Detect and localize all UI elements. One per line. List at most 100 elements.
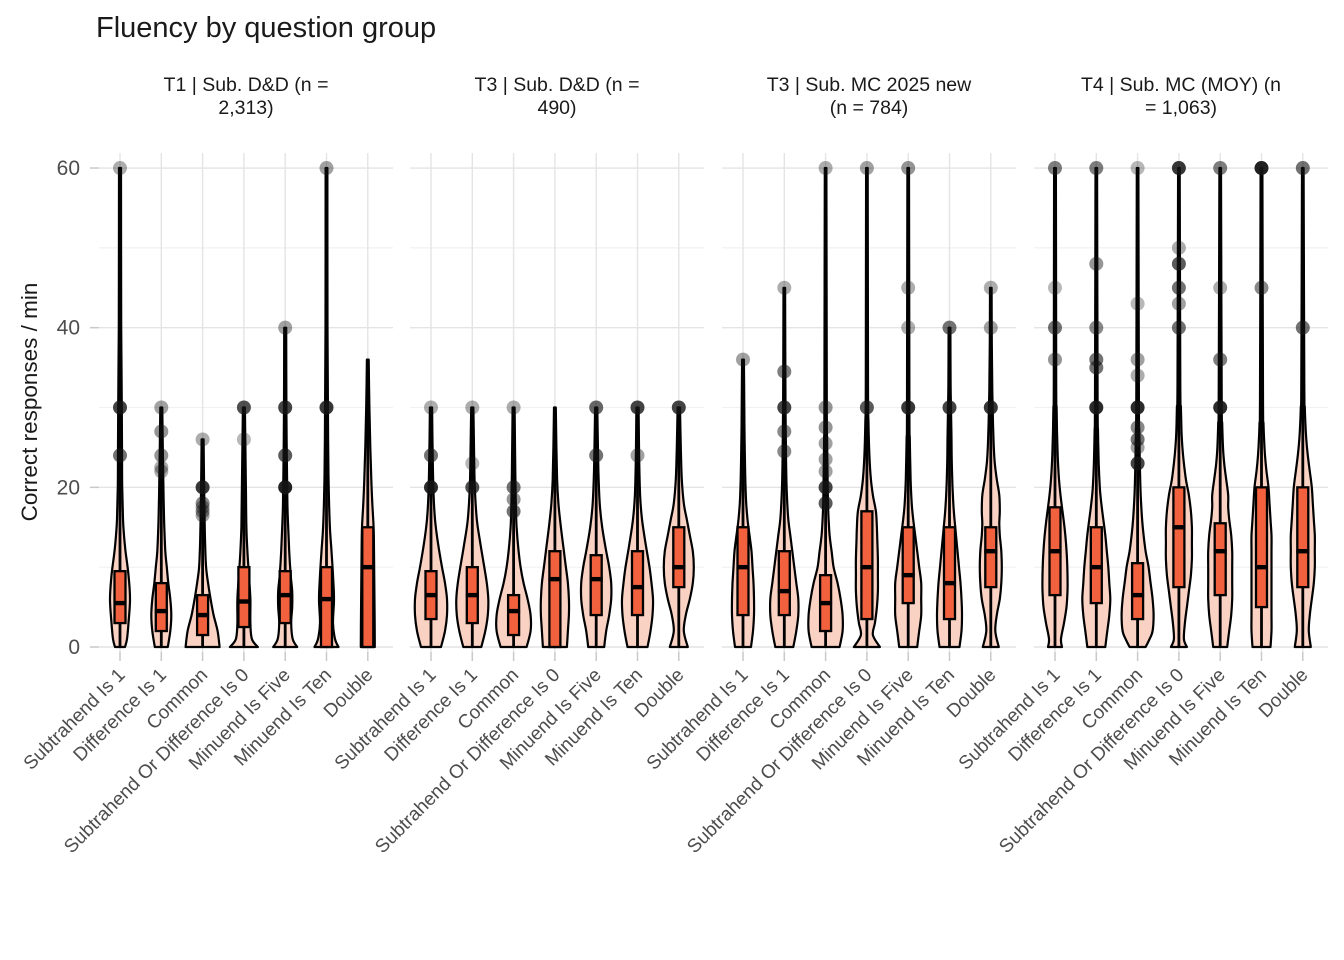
outlier-dot [630, 448, 645, 463]
outlier-dot [465, 456, 480, 471]
outlier-dot [1089, 161, 1104, 176]
outlier-dot [983, 400, 998, 415]
outlier-dot [1130, 352, 1145, 367]
facet-strip-line: T1 | Sub. D&D (n = [163, 74, 329, 96]
outlier-dot [1213, 400, 1228, 415]
boxplot-box [154, 581, 168, 633]
outlier-dot [859, 400, 874, 415]
outlier-dot [506, 480, 521, 495]
median-line [320, 596, 333, 602]
outlier-dot [1130, 161, 1145, 176]
boxplot-box [777, 550, 791, 617]
outlier-dot [154, 448, 169, 463]
outlier-dot [424, 448, 438, 463]
boxplot-box [589, 554, 603, 617]
median-line [237, 599, 251, 604]
median-line [631, 584, 644, 590]
outlier-dot [1171, 296, 1186, 311]
outlier-dot [1254, 280, 1269, 295]
outlier-dot [901, 161, 916, 176]
median-line [860, 564, 874, 570]
outlier-dot [1295, 320, 1310, 335]
outlier-dot [195, 496, 210, 511]
median-line [1213, 549, 1227, 554]
outlier-dot [942, 400, 957, 415]
outlier-dot [1171, 320, 1186, 335]
boxplot-box [630, 550, 645, 617]
boxplot-box [1213, 522, 1227, 597]
median-line [777, 588, 791, 594]
y-tick-label: 20 [57, 476, 80, 499]
outlier-dot [736, 352, 750, 367]
boxplot-box [237, 566, 251, 629]
outlier-dot [154, 464, 169, 479]
outlier-dot [942, 320, 957, 335]
outlier-dot [1048, 280, 1062, 295]
median-line [507, 608, 521, 614]
median-line [1255, 564, 1268, 570]
outlier-dot [589, 400, 604, 415]
outlier-dot [1089, 400, 1104, 415]
outlier-dot [319, 400, 334, 415]
outlier-dot [818, 420, 833, 435]
boxplot-box [548, 550, 562, 649]
outlier-dot [1254, 161, 1269, 176]
facet-strip-t3-sub-mc: T3 | Sub. MC 2025 new (n = 784) [722, 74, 1016, 126]
outlier-dot [777, 400, 792, 415]
outlier-dot [1171, 280, 1186, 295]
median-line [1296, 549, 1310, 554]
outlier-dot [901, 320, 916, 335]
outlier-dot [818, 400, 833, 415]
outlier-dot [901, 280, 916, 295]
facet-strip-line: 490) [537, 97, 577, 119]
outlier-dot [818, 436, 833, 451]
boxplot-box [319, 566, 334, 649]
outlier-dot [1048, 352, 1062, 367]
boxplot-box [901, 526, 915, 605]
median-line [196, 612, 210, 618]
outlier-dot [506, 492, 521, 507]
median-line [113, 600, 127, 606]
facet-strip-t4-sub-mc-moy: T4 | Sub. MC (MOY) (n = 1,063) [1034, 74, 1328, 126]
boxplot-box [984, 526, 998, 589]
outlier-dot [154, 424, 169, 439]
outlier-dot [113, 400, 127, 415]
facet-strip-line: (n = 784) [829, 97, 909, 119]
outlier-dot [983, 280, 998, 295]
outlier-dot [671, 400, 686, 415]
outlier-dot [1130, 440, 1145, 455]
median-line [548, 576, 562, 582]
boxplot-box [1296, 486, 1310, 589]
outlier-dot [1089, 360, 1104, 375]
outlier-dot [1089, 256, 1104, 271]
outlier-dot [465, 480, 480, 495]
boxplot-box [1254, 486, 1269, 609]
median-line [1131, 592, 1145, 598]
outlier-dot [818, 480, 833, 495]
median-line [984, 549, 998, 554]
outlier-dot [113, 448, 127, 463]
outlier-dot [424, 400, 438, 415]
median-line [1172, 525, 1186, 530]
outlier-dot [1130, 456, 1145, 471]
median-line [154, 608, 168, 614]
outlier-dot [1171, 256, 1186, 271]
y-tick-label: 0 [68, 636, 80, 659]
outlier-dot [818, 464, 833, 479]
outlier-dot [1295, 161, 1310, 176]
outlier-dot [236, 400, 251, 415]
facet-strip-t3-sub-dd: T3 | Sub. D&D (n = 490) [410, 74, 704, 126]
outlier-dot [630, 400, 645, 415]
outlier-dot [278, 448, 293, 463]
outlier-dot [1130, 420, 1145, 435]
outlier-dot [1130, 400, 1145, 415]
boxplot-box [942, 526, 957, 621]
outlier-dot [777, 280, 792, 295]
boxplot-box [672, 526, 686, 589]
outlier-dot [1130, 368, 1145, 383]
facet-strip-line: T3 | Sub. D&D (n = [474, 74, 640, 96]
outlier-dot [1213, 161, 1228, 176]
chart-title: Fluency by question group [96, 12, 437, 44]
boxplot-box [1130, 562, 1145, 621]
